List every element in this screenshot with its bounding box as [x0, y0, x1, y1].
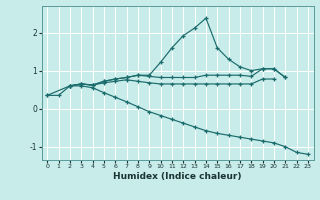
X-axis label: Humidex (Indice chaleur): Humidex (Indice chaleur) — [113, 172, 242, 181]
